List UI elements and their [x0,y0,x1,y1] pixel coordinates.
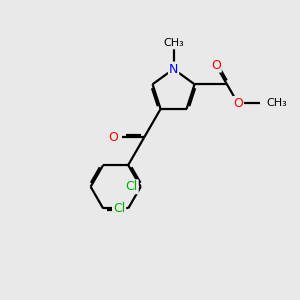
Text: CH₃: CH₃ [266,98,287,108]
Text: N: N [169,62,178,76]
Text: O: O [211,59,221,72]
Text: Cl: Cl [113,202,125,215]
Text: CH₃: CH₃ [163,38,184,48]
Text: O: O [233,97,243,110]
Text: O: O [108,130,118,143]
Text: Cl: Cl [125,180,138,193]
